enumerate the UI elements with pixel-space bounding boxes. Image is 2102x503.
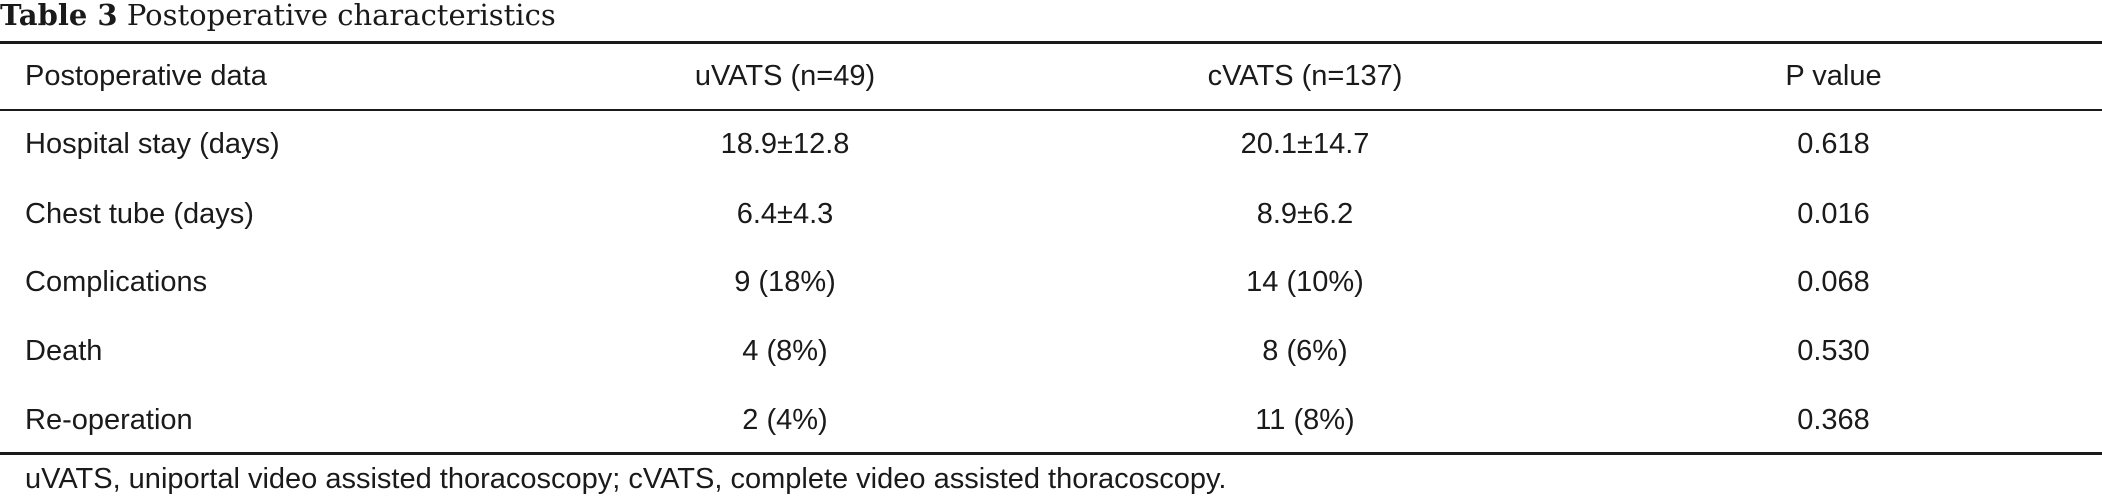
table-row: Hospital stay (days) 18.9±12.8 20.1±14.7… xyxy=(0,109,2102,180)
p-value-cell: 0.068 xyxy=(1797,266,1870,299)
top-rule xyxy=(0,41,2102,44)
cvats-cell: 20.1±14.7 xyxy=(1240,128,1370,160)
cvats-cell: 8 (6%) xyxy=(1262,334,1348,367)
row-label: Death xyxy=(25,334,103,367)
p-value-cell: 0.530 xyxy=(1797,334,1870,367)
cvats-cell: 14 (10%) xyxy=(1246,266,1364,299)
header-row: Postoperative data uVATS (n=49) cVATS (n… xyxy=(0,44,2102,109)
table-title: Postoperative characteristics xyxy=(126,0,556,32)
row-label: Complications xyxy=(25,266,208,299)
p-value-cell: 0.016 xyxy=(1797,197,1870,230)
uvats-cell: 9 (18%) xyxy=(734,266,836,299)
bottom-rule xyxy=(0,452,2102,455)
p-value-cell: 0.368 xyxy=(1797,403,1870,436)
table-number: Table 3 xyxy=(0,0,118,32)
uvats-cell: 4 (8%) xyxy=(742,334,828,367)
uvats-cell: 18.9±12.8 xyxy=(720,128,850,160)
header-rule xyxy=(0,109,2102,111)
table-caption: Table 3 Postoperative characteristics xyxy=(0,0,556,34)
uvats-cell: 6.4±4.3 xyxy=(736,197,834,230)
column-header-cvats: cVATS (n=137) xyxy=(1207,60,1403,92)
cvats-cell: 11 (8%) xyxy=(1255,403,1355,436)
postoperative-table: Postoperative data uVATS (n=49) cVATS (n… xyxy=(0,44,2102,454)
cvats-cell: 8.9±6.2 xyxy=(1256,197,1354,230)
uvats-cell: 2 (4%) xyxy=(742,403,828,436)
p-value-cell: 0.618 xyxy=(1797,128,1870,160)
table-row: Re-operation 2 (4%) 11 (8%) 0.368 xyxy=(0,386,2102,455)
table-footnote: uVATS, uniportal video assisted thoracos… xyxy=(25,463,1227,495)
table-row: Chest tube (days) 6.4±4.3 8.9±6.2 0.016 xyxy=(0,180,2102,249)
column-header-postoperative-data: Postoperative data xyxy=(25,60,267,92)
column-header-uvats: uVATS (n=49) xyxy=(694,60,876,92)
column-header-p-value: P value xyxy=(1785,60,1882,92)
row-label: Re-operation xyxy=(25,403,193,436)
row-label: Hospital stay (days) xyxy=(25,128,280,160)
table-row: Complications 9 (18%) 14 (10%) 0.068 xyxy=(0,249,2102,318)
row-label: Chest tube (days) xyxy=(25,197,254,230)
table-row: Death 4 (8%) 8 (6%) 0.530 xyxy=(0,317,2102,386)
